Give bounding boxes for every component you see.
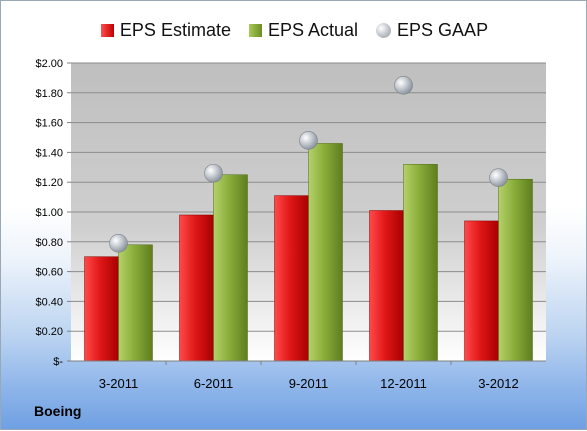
bar-eps-actual: [403, 164, 438, 362]
bar-eps-estimate: [84, 256, 119, 362]
y-tick-label: $0.20: [35, 326, 63, 338]
legend-item-actual: EPS Actual: [248, 19, 359, 41]
x-tick-label: 12-2011: [380, 376, 427, 391]
legend-swatch-gaap: [376, 22, 392, 38]
bar-eps-estimate: [369, 210, 404, 362]
x-tick-label: 6-2011: [194, 376, 234, 391]
legend-label-estimate: EPS Estimate: [119, 19, 231, 40]
point-eps-gaap: [204, 163, 223, 183]
point-eps-gaap: [489, 168, 508, 188]
y-tick-label: $1.80: [35, 88, 63, 100]
gaap-points: [109, 76, 508, 253]
y-tick-label: $1.60: [35, 118, 63, 130]
bar-eps-actual: [118, 244, 153, 362]
y-tick-label: $1.40: [35, 147, 63, 159]
point-eps-gaap: [299, 131, 318, 150]
bar-eps-actual: [498, 178, 533, 362]
bars: [84, 143, 533, 362]
y-tick-label: $2.00: [35, 58, 63, 70]
legend-swatch-actual: [248, 23, 262, 37]
x-tick-label: 3-2012: [478, 376, 518, 391]
legend-item-gaap: EPS GAAP: [376, 20, 488, 41]
legend-swatch-estimate: [100, 23, 114, 37]
bar-eps-actual: [308, 143, 343, 362]
x-axis-ticks: 3-2011 6-2011 9-2011 12-2011 3-2012: [99, 361, 519, 391]
x-tick-label: 3-2011: [99, 376, 139, 391]
bar-eps-estimate: [274, 195, 309, 362]
y-tick-label: $0.60: [35, 267, 63, 279]
bar-eps-estimate: [464, 220, 499, 362]
y-tick-label: $1.00: [35, 207, 63, 219]
legend-label-actual: EPS Actual: [267, 19, 359, 40]
y-axis-ticks: $- $0.20 $0.40 $0.60 $0.80 $1.00 $1.20 $1.40 $1.…: [35, 58, 71, 368]
y-tick-label: $0.40: [35, 296, 63, 308]
x-tick-label: 9-2011: [289, 376, 329, 391]
y-tick-label: $0.80: [35, 237, 63, 249]
point-eps-gaap: [394, 76, 413, 95]
y-tick-label: $1.20: [35, 177, 63, 189]
y-tick-label: $-: [53, 356, 63, 368]
point-eps-gaap: [109, 233, 128, 253]
legend-item-estimate: EPS Estimate: [100, 19, 231, 41]
legend: EPS Estimate EPS Actual EPS GAAP: [1, 17, 587, 43]
bar-eps-estimate: [179, 214, 214, 362]
company-label: Boeing: [34, 403, 82, 419]
bar-eps-actual: [213, 174, 248, 362]
legend-label-gaap: EPS GAAP: [397, 19, 489, 40]
